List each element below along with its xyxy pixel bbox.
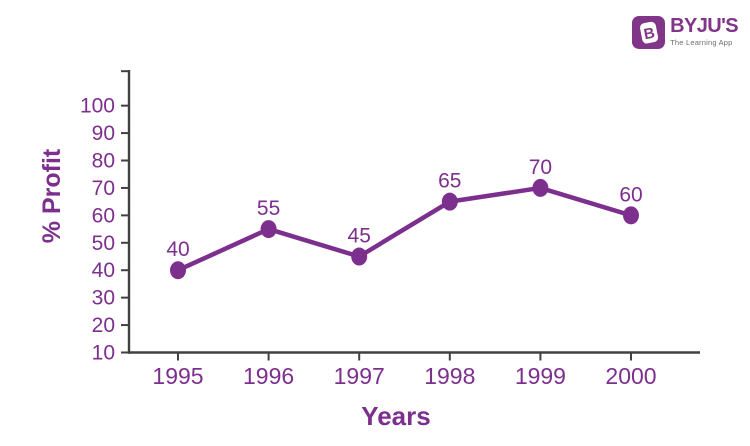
badge-card-shape — [640, 21, 659, 44]
y-tick-label: 60 — [92, 204, 115, 227]
badge-letter: B — [642, 24, 656, 43]
x-tick-label: 1996 — [243, 363, 294, 389]
x-tick-label: 2000 — [605, 363, 656, 389]
x-tick-label: 1998 — [424, 363, 475, 389]
logo-text-block: BYJU'S The Learning App — [670, 16, 738, 47]
data-point-label: 40 — [166, 238, 189, 261]
x-tick-label: 1997 — [334, 363, 385, 389]
logo-tagline: The Learning App — [670, 38, 733, 47]
data-point-1998 — [441, 192, 458, 211]
y-tick-label: 10 — [92, 342, 115, 365]
y-tick-label: 70 — [92, 177, 115, 200]
data-point-1996 — [260, 220, 277, 239]
y-tick-label: 80 — [92, 150, 115, 173]
y-tick-label: 90 — [92, 122, 115, 145]
data-point-label: 65 — [438, 170, 461, 193]
y-tick-label: 30 — [92, 287, 115, 310]
data-point-label: 45 — [348, 225, 371, 248]
data-point-1999 — [532, 178, 549, 197]
data-point-2000 — [623, 206, 639, 225]
y-axis-title: % Profit — [38, 148, 66, 243]
data-point-1997 — [351, 247, 368, 266]
y-tick-label: 100 — [80, 95, 115, 118]
data-point-1995 — [170, 261, 186, 280]
profit-line — [175, 185, 634, 273]
byjus-logo[interactable]: B BYJU'S The Learning App — [632, 16, 739, 49]
x-tick-label: 1995 — [152, 363, 203, 389]
byjus-badge-icon: B — [632, 16, 666, 49]
y-tick-label: 40 — [92, 259, 115, 282]
data-point-label: 60 — [619, 183, 642, 206]
data-point-label: 70 — [529, 156, 552, 179]
x-tick-label: 1999 — [515, 363, 566, 389]
data-point-label: 55 — [257, 197, 280, 220]
logo-name: BYJU'S — [670, 15, 738, 37]
y-tick-label: 50 — [92, 232, 115, 255]
x-axis-title: Years — [361, 401, 430, 431]
y-tick-label: 20 — [92, 314, 115, 337]
